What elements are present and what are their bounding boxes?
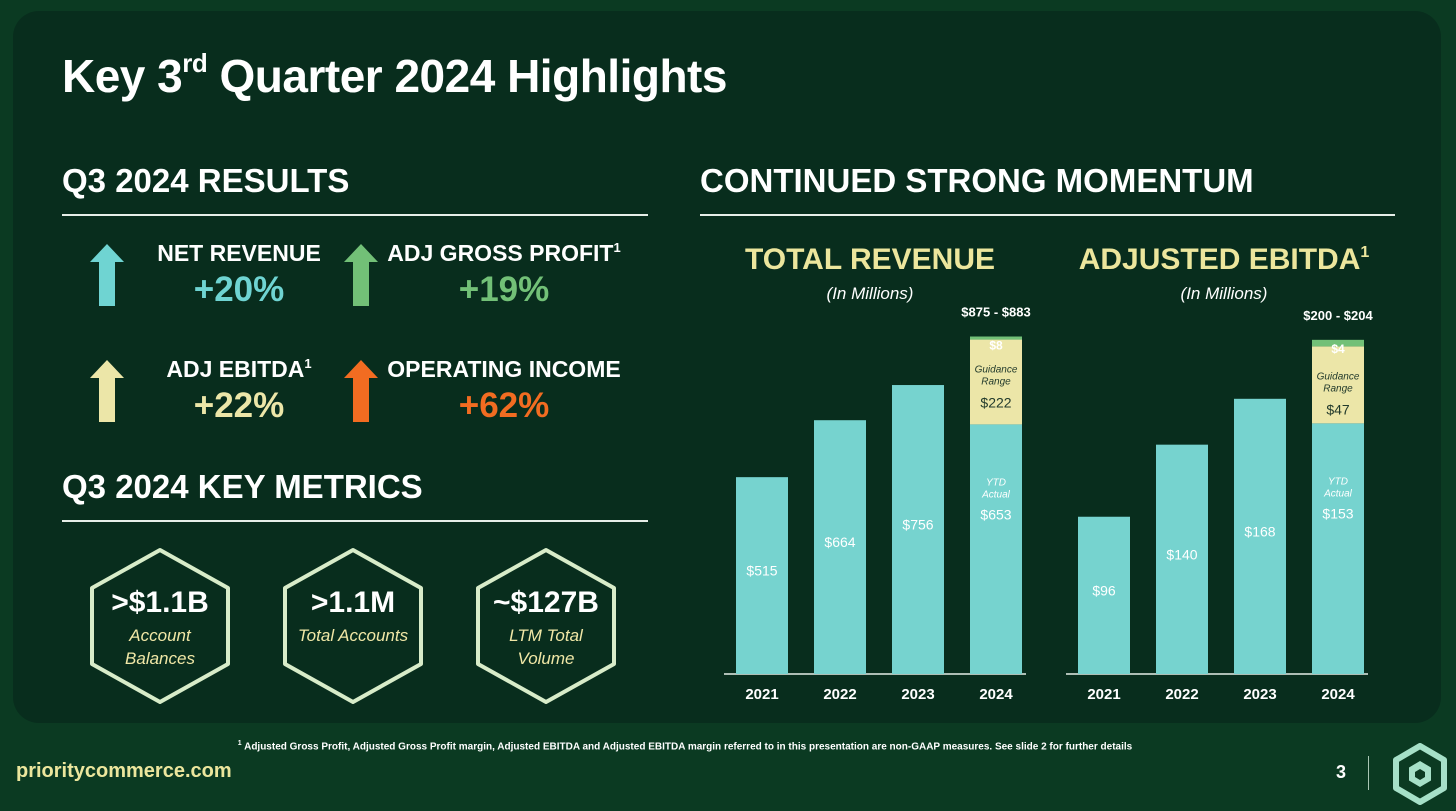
chart-subtitle: (In Millions): [1180, 284, 1268, 303]
x-tick-label: 2023: [1243, 686, 1276, 703]
x-tick-label: 2022: [1165, 686, 1198, 703]
metrics-heading: Q3 2024 KEY METRICS: [62, 468, 423, 505]
chart-title-total-revenue: TOTAL REVENUE: [744, 243, 996, 276]
bar-value-label: $140: [1166, 546, 1197, 562]
hexagon-icon: [476, 548, 616, 704]
bar: [1078, 516, 1130, 674]
metric-account-balances: >$1.1B Account Balances: [80, 546, 240, 706]
result-label: ADJ GROSS PROFIT1: [387, 240, 621, 266]
bar-value-label: $153: [1322, 506, 1353, 522]
guidance-text: Range: [981, 377, 1011, 388]
guidance-value-label: $222: [980, 395, 1011, 411]
result-value: +20%: [193, 270, 285, 309]
bar-value-label: $653: [980, 506, 1011, 522]
bar-value-label: $515: [746, 563, 777, 579]
bar-value-label: $664: [824, 534, 855, 550]
result-value: +22%: [193, 386, 285, 425]
x-tick-label: 2021: [745, 686, 778, 703]
x-tick-label: 2021: [1087, 686, 1120, 703]
ytd-label: YTD: [986, 477, 1006, 488]
bar: [1234, 398, 1286, 674]
result-adj-ebitda: ADJ EBITDA1 +22%: [90, 356, 350, 426]
ytd-label: YTD: [1328, 477, 1348, 488]
result-label: OPERATING INCOME: [387, 356, 621, 382]
metric-value: >$1.1B: [111, 586, 209, 619]
guidance-text: Guidance: [975, 365, 1018, 376]
range-width-label: $4: [1331, 342, 1345, 356]
range-bar-segment: [970, 336, 1022, 340]
metric-label: Total Accounts: [297, 626, 409, 645]
up-arrow-icon: [344, 360, 378, 422]
result-value: +19%: [458, 270, 550, 309]
bar: [814, 420, 866, 674]
guidance-text: Guidance: [1317, 371, 1360, 382]
result-adj-gross-profit: ADJ GROSS PROFIT1 +19%: [344, 240, 621, 310]
up-arrow-icon: [90, 244, 124, 306]
up-arrow-icon: [90, 360, 124, 422]
momentum-divider: [700, 214, 1395, 216]
bar-value-label: $96: [1092, 582, 1116, 598]
adjusted-ebitda-chart: $96 2021 $140 2022 $168 2023 $153 2024 $4 $200 - …: [1066, 308, 1373, 703]
footer-divider: [1368, 756, 1369, 790]
bar: [1156, 444, 1208, 674]
bar-value-label: $168: [1244, 523, 1275, 539]
results-divider: [62, 214, 648, 216]
hexagon-icon: [90, 548, 230, 704]
momentum-heading: CONTINUED STRONG MOMENTUM: [700, 162, 1254, 199]
ytd-label: Actual: [1323, 489, 1353, 500]
bar: [1312, 423, 1364, 674]
metric-label: LTM Total Volume: [509, 626, 583, 668]
range-label: $875 - $883: [961, 304, 1030, 319]
metric-value: ~$127B: [493, 586, 599, 619]
page-number: 3: [1336, 762, 1347, 782]
range-label: $200 - $204: [1303, 308, 1373, 323]
metric-value: >1.1M: [310, 586, 396, 619]
bar: [892, 385, 944, 674]
result-operating-income: OPERATING INCOME +62%: [344, 356, 621, 426]
range-width-label: $8: [989, 338, 1003, 352]
page-title: Key 3rd Quarter 2024 Highlights: [62, 48, 727, 102]
chart-subtitle: (In Millions): [826, 284, 914, 303]
x-tick-label: 2024: [1321, 686, 1355, 703]
results-heading: Q3 2024 RESULTS: [62, 162, 350, 199]
result-label: NET REVENUE: [157, 240, 321, 266]
up-arrow-icon: [344, 244, 378, 306]
guidance-text: Range: [1323, 383, 1353, 394]
x-tick-label: 2022: [823, 686, 856, 703]
guidance-bar-segment: [970, 339, 1022, 425]
footnote: 1 Adjusted Gross Profit, Adjusted Gross …: [237, 740, 1133, 753]
x-tick-label: 2023: [901, 686, 934, 703]
metric-label: Account Balances: [125, 626, 195, 668]
website-link[interactable]: prioritycommerce.com: [16, 760, 232, 782]
bar: [970, 424, 1022, 674]
metric-ltm-total-volume: ~$127B LTM Total Volume: [466, 546, 626, 706]
metrics-divider: [62, 520, 648, 522]
range-bar-segment: [1312, 339, 1364, 347]
chart-title-adjusted-ebitda: ADJUSTED EBITDA1: [1078, 243, 1370, 276]
guidance-bar-segment: [1312, 346, 1364, 424]
priority-logo-icon: [1393, 743, 1447, 805]
result-net-revenue: NET REVENUE +20%: [90, 240, 350, 310]
result-value: +62%: [458, 386, 550, 425]
metric-total-accounts: >1.1M Total Accounts: [273, 546, 433, 706]
bar-value-label: $756: [902, 517, 933, 533]
result-label: ADJ EBITDA1: [166, 356, 312, 382]
bar: [736, 477, 788, 674]
total-revenue-chart: $515 2021 $664 2022 $756 2023 $653 2024 $8 $875 -…: [724, 304, 1031, 703]
guidance-value-label: $47: [1326, 401, 1350, 417]
hexagon-icon: [283, 548, 423, 704]
ytd-label: Actual: [981, 489, 1011, 500]
x-tick-label: 2024: [979, 686, 1013, 703]
